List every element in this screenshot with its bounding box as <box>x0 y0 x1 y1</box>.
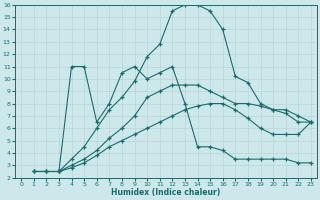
X-axis label: Humidex (Indice chaleur): Humidex (Indice chaleur) <box>111 188 221 197</box>
